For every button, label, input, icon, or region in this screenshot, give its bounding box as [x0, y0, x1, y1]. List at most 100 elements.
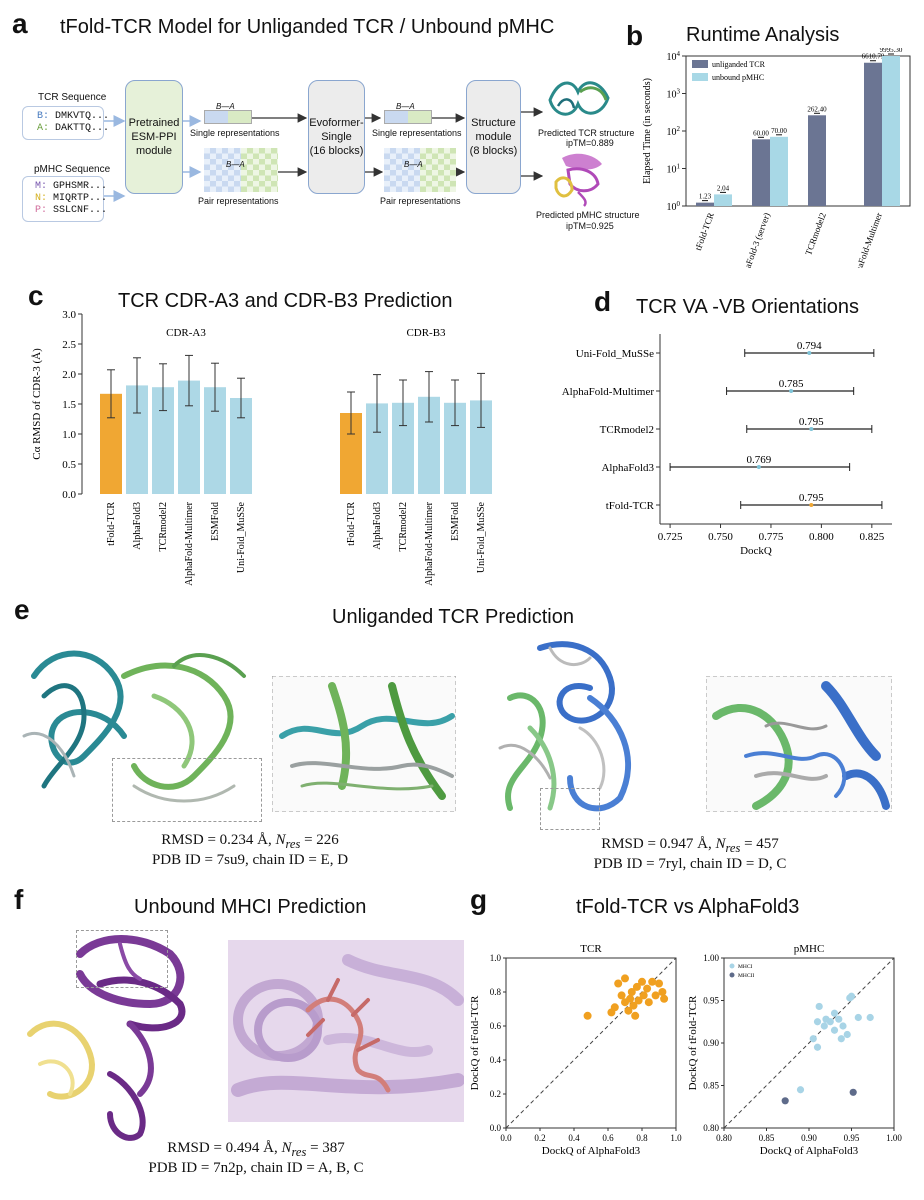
point: [756, 465, 761, 469]
data-point: [614, 979, 623, 988]
pmhc-seq-p: SSLCNF...: [53, 205, 108, 216]
x-tick-label: TCRmodel2: [803, 211, 828, 256]
mhci-7n2p-zoom-image: [228, 940, 464, 1122]
data-point: [621, 974, 629, 983]
x-tick-label: 0.725: [658, 531, 683, 543]
data-point: [837, 1035, 845, 1043]
mhci-7n2p-ribbon-image: [27, 935, 186, 1141]
point: [807, 351, 812, 355]
y-axis-label: Cα RMSD of CDR-3 (Å): [31, 348, 43, 460]
x-tick-label: 0.0: [500, 1133, 512, 1143]
panel-letter-a: a: [12, 8, 28, 39]
data-point: [854, 1013, 862, 1022]
caption-e1-line2: PDB ID = 7su9, chain ID = E, D: [151, 852, 349, 868]
y-axis-label: DockQ of tFold-TCR: [687, 995, 699, 1090]
data-point: [866, 1013, 874, 1022]
diagram-arrows: [104, 107, 544, 202]
panel-title-d: TCR VA -VB Orientations: [636, 296, 860, 318]
data-point: [638, 977, 646, 986]
bar: [444, 402, 466, 494]
x-tick-label: 0.95: [844, 1133, 860, 1143]
pair-rep-label-1: Pair representations: [198, 196, 279, 206]
data-point: [781, 1097, 789, 1105]
y-tick-label: 1.5: [62, 399, 76, 411]
y-tick-label: 3.0: [62, 309, 76, 321]
data-point: [839, 1022, 847, 1030]
ba-label-4: B—A: [404, 160, 423, 169]
data-point: [583, 1011, 592, 1020]
esm-ppi-module: Pretrained ESM-PPI module: [125, 80, 183, 194]
predicted-tcr-structure-image: [548, 81, 610, 116]
data-point: [813, 1043, 822, 1051]
x-tick-label: 0.800: [809, 531, 834, 543]
caption-e2-nres-value: = 457: [740, 836, 779, 852]
x-tick-label: AlphaFold-Multimer: [849, 211, 884, 268]
y-tick-label: 0.6: [490, 1021, 502, 1031]
bar: [126, 385, 148, 494]
y-tick-label: 104: [667, 50, 681, 63]
bar: [152, 387, 174, 494]
x-tick-label: 0.6: [602, 1133, 614, 1143]
value-label: 0.795: [799, 492, 824, 504]
data-point: [610, 1003, 619, 1012]
legend-label: MHCI: [738, 964, 753, 970]
y-tick-label: 0.4: [490, 1055, 502, 1065]
legend-swatch: [692, 60, 708, 68]
caption-e1-rmsd: RMSD = 0.234 Å,: [161, 832, 276, 848]
data-point: [830, 1026, 839, 1034]
bar: [392, 402, 414, 494]
y-tick-label: 2.0: [62, 369, 76, 381]
x-tick-label: AlphaFold3: [372, 502, 383, 550]
ba-label-2: B—A: [396, 102, 415, 111]
x-axis-label: DockQ of AlphaFold3: [760, 1145, 859, 1157]
bar: [714, 194, 732, 206]
bar-value-label: 60.00: [753, 129, 769, 137]
pmhc-seq-box: M: GPHSMR... N: MIQRTP... P: SSLCNF...: [22, 176, 108, 222]
caption-e2-n: N: [715, 836, 726, 852]
x-tick-label: ESMFold: [450, 502, 461, 541]
scatter-title: TCR: [580, 943, 602, 955]
y-tick-label: 1.00: [703, 953, 719, 963]
x-tick-label: 0.8: [636, 1133, 648, 1143]
mhci-inset-marker: [76, 930, 168, 988]
x-tick-label: TCRmodel2: [398, 502, 409, 551]
panel-letter-d: d: [594, 286, 612, 317]
value-label: 0.795: [799, 416, 824, 428]
data-point: [655, 979, 663, 988]
y-tick-label: 0.90: [703, 1038, 719, 1048]
plot-frame: [505, 957, 677, 1129]
bar: [230, 398, 252, 494]
predicted-pmhc-structure-image: [554, 153, 602, 207]
legend-marker: [729, 963, 735, 969]
bar: [882, 56, 900, 206]
data-point: [809, 1035, 817, 1043]
data-point: [634, 996, 643, 1005]
x-tick-label: 0.80: [716, 1133, 732, 1143]
data-point: [626, 994, 635, 1003]
y-tick-label: 0.2: [490, 1089, 501, 1099]
point: [789, 389, 794, 393]
caption-e2-line1: RMSD = 0.947 Å, Nres = 457: [560, 836, 820, 856]
y-tick-label: 0.80: [703, 1123, 719, 1133]
single-rep-label-2: Single representations: [372, 128, 462, 138]
caption-e1-line1: RMSD = 0.234 Å, Nres = 226: [120, 832, 380, 852]
data-point: [849, 1088, 857, 1096]
tcr-7ryl-ribbon-image: [498, 641, 631, 812]
data-point: [660, 994, 669, 1003]
y-axis-label: Elapsed Time (in seconds): [642, 78, 653, 184]
data-point: [631, 1011, 640, 1020]
pmhc-dockq-scatter: pMHC 0.80 0.85 0.90 0.95 1.00 0.80 0.85 0.90 0.95…: [687, 943, 902, 1157]
y-tick-label: 0.8: [490, 987, 502, 997]
x-tick-label: Uni-Fold_MuSSe: [236, 501, 247, 573]
y-tick-label: 2.5: [62, 339, 76, 351]
panel-letter-c: c: [28, 280, 44, 311]
bar: [340, 413, 362, 494]
cdr3-rmsd-chart: 0.0 0.5 1.0 1.5 2.0 2.5 3.0 Cα RMSD of CDR-3 (Å…: [31, 309, 492, 586]
x-axis-label: DockQ: [740, 545, 772, 557]
bar-value-label: 262.40: [807, 105, 827, 113]
diagonal-line: [505, 957, 677, 1129]
single-rep-label-1: Single representations: [190, 128, 280, 138]
tcr-seq-label: TCR Sequence: [38, 92, 107, 103]
caption-e1-n: N: [275, 832, 286, 848]
caption-f-rmsd: RMSD = 0.494 Å,: [167, 1140, 282, 1156]
